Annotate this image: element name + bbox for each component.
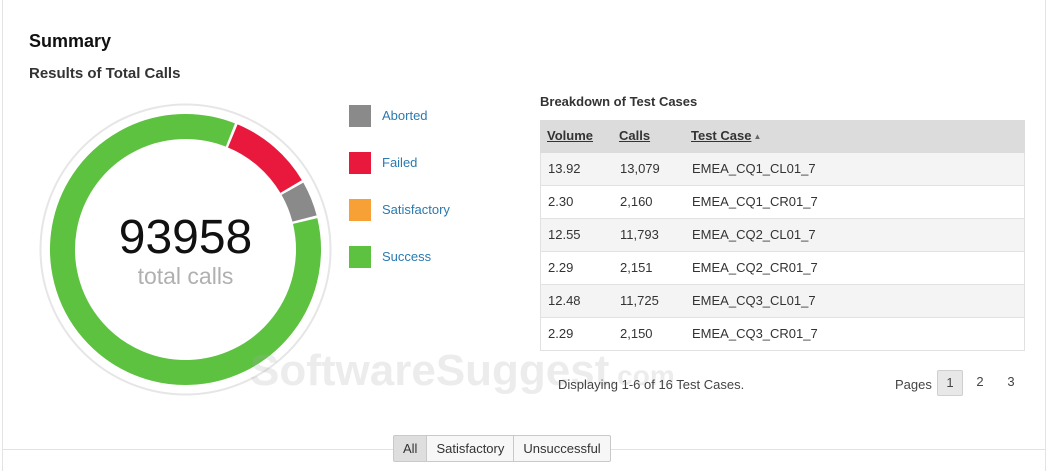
page-title: Summary <box>29 31 112 51</box>
cell-test-case: EMEA_CQ2_CR01_7 <box>692 260 818 275</box>
column-header-calls[interactable]: Calls <box>619 128 651 143</box>
cell-volume: 13.92 <box>548 161 581 176</box>
watermark-main: SoftwareSuggest <box>250 346 610 395</box>
legend-label-aborted[interactable]: Aborted <box>382 108 428 123</box>
legend-swatch-failed <box>349 152 371 174</box>
cell-calls: 13,079 <box>620 161 660 176</box>
cell-volume: 2.29 <box>548 260 574 275</box>
table-row[interactable]: 12.48 11,725 EMEA_CQ3_CL01_7 <box>540 285 1025 318</box>
filter-satisfactory-button[interactable]: Satisfactory <box>426 435 515 462</box>
breakdown-table: Volume Calls Test Case ▲ 13.92 13,079 EME… <box>540 120 1025 351</box>
donut-slice-failed[interactable] <box>227 124 302 194</box>
donut-slice-aborted[interactable] <box>281 182 317 223</box>
filter-button-group: All Satisfactory Unsuccessful <box>393 435 611 462</box>
cell-volume: 12.48 <box>548 293 581 308</box>
legend-label-success[interactable]: Success <box>382 249 432 264</box>
legend-item-failed[interactable]: Failed <box>349 152 489 174</box>
sort-asc-icon[interactable]: ▲ <box>753 132 762 141</box>
table-row[interactable]: 13.92 13,079 EMEA_CQ1_CL01_7 <box>540 153 1025 186</box>
table-header: Volume Calls Test Case ▲ <box>540 120 1025 153</box>
cell-test-case: EMEA_CQ1_CL01_7 <box>692 161 816 176</box>
cell-test-case: EMEA_CQ3_CR01_7 <box>692 326 818 341</box>
page-3-button[interactable]: 3 <box>1007 374 1015 389</box>
table-row[interactable]: 2.30 2,160 EMEA_CQ1_CR01_7 <box>540 186 1025 219</box>
cell-calls: 11,725 <box>620 293 659 308</box>
donut-slice-success[interactable] <box>50 114 321 385</box>
cell-volume: 2.29 <box>548 326 574 341</box>
table-row[interactable]: 2.29 2,151 EMEA_CQ2_CR01_7 <box>540 252 1025 285</box>
donut-chart: 93958 total calls <box>38 102 333 397</box>
legend-swatch-satisfactory <box>349 199 371 221</box>
page-2-button[interactable]: 2 <box>976 374 984 389</box>
cell-test-case: EMEA_CQ1_CR01_7 <box>692 194 818 209</box>
filter-all-button[interactable]: All <box>393 435 428 462</box>
pagination-summary: Displaying 1-6 of 16 Test Cases. <box>558 377 745 392</box>
legend-label-satisfactory[interactable]: Satisfactory <box>382 202 450 217</box>
cell-calls: 2,151 <box>620 260 653 275</box>
cell-calls: 11,793 <box>620 227 659 242</box>
total-calls-label: total calls <box>137 263 234 289</box>
cell-volume: 2.30 <box>548 194 574 209</box>
cell-calls: 2,150 <box>620 326 653 341</box>
cell-test-case: EMEA_CQ2_CL01_7 <box>692 227 816 242</box>
cell-test-case: EMEA_CQ3_CL01_7 <box>692 293 816 308</box>
watermark-domain: .com <box>609 360 675 391</box>
section-subtitle: Results of Total Calls <box>29 65 181 82</box>
donut-svg <box>39 103 332 396</box>
column-header-test-case-label[interactable]: Test Case <box>691 128 752 143</box>
legend-item-aborted[interactable]: Aborted <box>349 105 489 127</box>
legend-swatch-aborted <box>349 105 371 127</box>
legend-swatch-success <box>349 246 371 268</box>
pages-label: Pages <box>895 377 932 392</box>
filter-unsuccessful-button[interactable]: Unsuccessful <box>513 435 611 462</box>
column-header-test-case[interactable]: Test Case ▲ <box>691 128 761 143</box>
breakdown-title: Breakdown of Test Cases <box>540 94 698 109</box>
cell-volume: 12.55 <box>548 227 581 242</box>
donut-outer-ring <box>39 103 332 396</box>
legend-label-failed[interactable]: Failed <box>382 155 418 170</box>
watermark: SoftwareSuggest.com <box>250 346 675 396</box>
legend-item-success[interactable]: Success <box>349 246 489 268</box>
table-row[interactable]: 12.55 11,793 EMEA_CQ2_CL01_7 <box>540 219 1025 252</box>
legend-item-satisfactory[interactable]: Satisfactory <box>349 199 489 221</box>
total-calls-value: 93958 <box>118 211 253 264</box>
table-row[interactable]: 2.29 2,150 EMEA_CQ3_CR01_7 <box>540 318 1025 351</box>
column-header-volume[interactable]: Volume <box>547 128 593 143</box>
page-1-button[interactable]: 1 <box>937 370 963 396</box>
cell-calls: 2,160 <box>620 194 653 209</box>
